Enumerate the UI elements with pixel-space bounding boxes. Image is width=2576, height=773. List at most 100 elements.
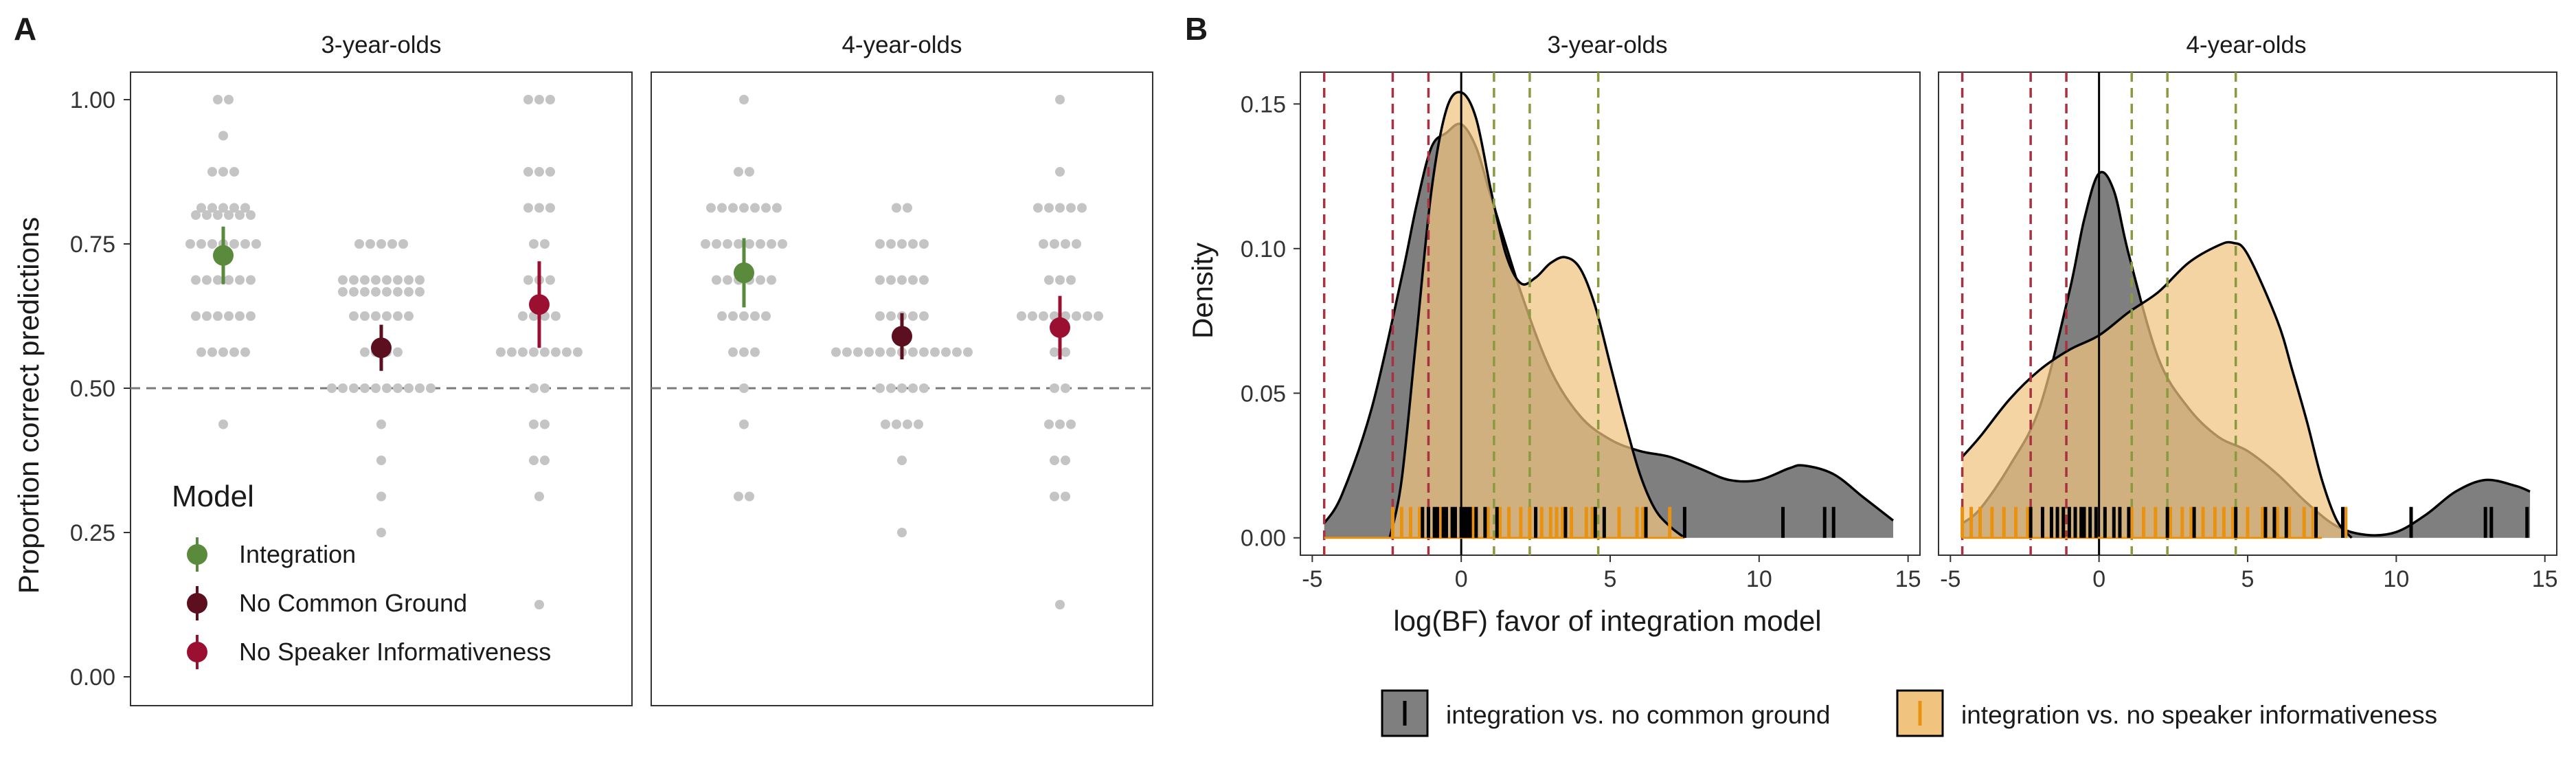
data-point xyxy=(393,383,403,393)
data-point xyxy=(246,311,256,321)
data-point xyxy=(908,275,918,285)
data-point xyxy=(338,275,348,285)
data-point xyxy=(415,275,425,285)
data-point xyxy=(534,203,544,213)
data-point xyxy=(908,347,918,357)
legend-item-integration: Integration xyxy=(187,537,356,572)
data-point xyxy=(706,203,716,213)
x-tick-label-b: 5 xyxy=(2241,566,2255,592)
data-point xyxy=(529,456,539,465)
data-point xyxy=(1061,347,1070,357)
data-point xyxy=(235,311,245,321)
data-point xyxy=(224,275,234,285)
data-point xyxy=(908,239,918,249)
data-point xyxy=(229,239,239,249)
data-point xyxy=(728,203,738,213)
x-tick-label-b: 15 xyxy=(2532,566,2558,592)
data-point xyxy=(930,347,940,357)
data-point xyxy=(360,287,370,297)
y-tick-label-a: 0.00 xyxy=(70,664,115,691)
data-point xyxy=(897,275,907,285)
x-tick-label-b: 10 xyxy=(1746,566,1772,592)
data-point xyxy=(1055,600,1065,609)
data-point xyxy=(404,287,414,297)
legend-label-vs-no-speaker-informativeness: integration vs. no speaker informativene… xyxy=(1961,701,2437,729)
data-point xyxy=(723,275,732,285)
data-point xyxy=(235,275,245,285)
data-point xyxy=(246,210,256,220)
density-curve-3-year-olds-integration-vs-no-speaker-informativeness xyxy=(1388,91,1686,539)
data-point xyxy=(919,383,929,393)
data-point xyxy=(404,275,414,285)
data-point xyxy=(908,383,918,393)
data-point xyxy=(196,239,206,249)
x-tick-label-b: 0 xyxy=(1455,566,1468,592)
data-point xyxy=(1066,275,1076,285)
data-point xyxy=(903,419,912,429)
data-point xyxy=(886,239,896,249)
data-point xyxy=(191,210,201,220)
data-point xyxy=(349,287,359,297)
data-point xyxy=(382,275,392,285)
data-point xyxy=(251,239,261,249)
y-tick-label-a: 0.75 xyxy=(70,232,115,258)
data-point xyxy=(218,419,228,429)
density-area-3-year-olds-integration-vs-no-speaker-informativeness xyxy=(1390,91,1685,538)
data-point xyxy=(382,311,392,321)
data-point xyxy=(892,203,901,213)
data-point xyxy=(246,275,256,285)
data-point xyxy=(382,287,392,297)
data-point xyxy=(886,275,896,285)
data-point xyxy=(1017,311,1026,321)
data-point xyxy=(545,203,555,213)
data-point xyxy=(393,311,403,321)
legend-item-no-common-ground: No Common Ground xyxy=(187,586,467,620)
panel-a-plot: 0.00 0.25 0.50 0.75 1.00 xyxy=(70,71,1153,706)
data-point xyxy=(327,383,337,393)
mean-point-3-year-olds-no-common-ground xyxy=(371,337,392,359)
data-point xyxy=(853,347,863,357)
x-tick-label-b: -5 xyxy=(1302,566,1322,592)
data-point xyxy=(897,383,907,393)
data-point xyxy=(360,347,370,357)
data-point xyxy=(545,167,555,177)
data-point xyxy=(229,167,239,177)
panel-label-b: B xyxy=(1185,11,1208,47)
data-point xyxy=(540,239,550,249)
y-tick-label-b: 0.00 xyxy=(1241,526,1286,552)
data-point xyxy=(745,239,754,249)
data-point xyxy=(761,311,771,321)
data-point xyxy=(778,239,787,249)
data-point xyxy=(728,347,738,357)
data-point xyxy=(371,311,381,321)
data-point xyxy=(371,383,381,393)
data-point xyxy=(963,347,973,357)
data-point xyxy=(772,203,782,213)
data-point xyxy=(224,210,234,220)
data-point xyxy=(739,311,749,321)
data-point xyxy=(393,347,403,357)
y-tick-label-a: 0.50 xyxy=(70,376,115,402)
facet-strip-b-3yo: 3-year-olds xyxy=(1547,32,1667,58)
data-point xyxy=(523,203,533,213)
data-point xyxy=(338,287,348,297)
data-point xyxy=(886,347,896,357)
data-point xyxy=(756,239,765,249)
data-point xyxy=(196,347,206,357)
density-area-4-year-olds-integration-vs-no-speaker-informativeness xyxy=(1962,242,2352,538)
data-point xyxy=(376,239,386,249)
data-point xyxy=(897,239,907,249)
data-point xyxy=(213,210,223,220)
data-point xyxy=(864,347,874,357)
data-point xyxy=(529,347,539,357)
data-point xyxy=(371,275,381,285)
data-point xyxy=(213,311,223,321)
data-point xyxy=(376,419,386,429)
data-point xyxy=(382,383,392,393)
data-point xyxy=(1033,203,1043,213)
data-point xyxy=(534,600,544,609)
data-point xyxy=(507,347,517,357)
data-point xyxy=(404,311,414,321)
data-point xyxy=(701,239,710,249)
data-point xyxy=(717,311,727,321)
